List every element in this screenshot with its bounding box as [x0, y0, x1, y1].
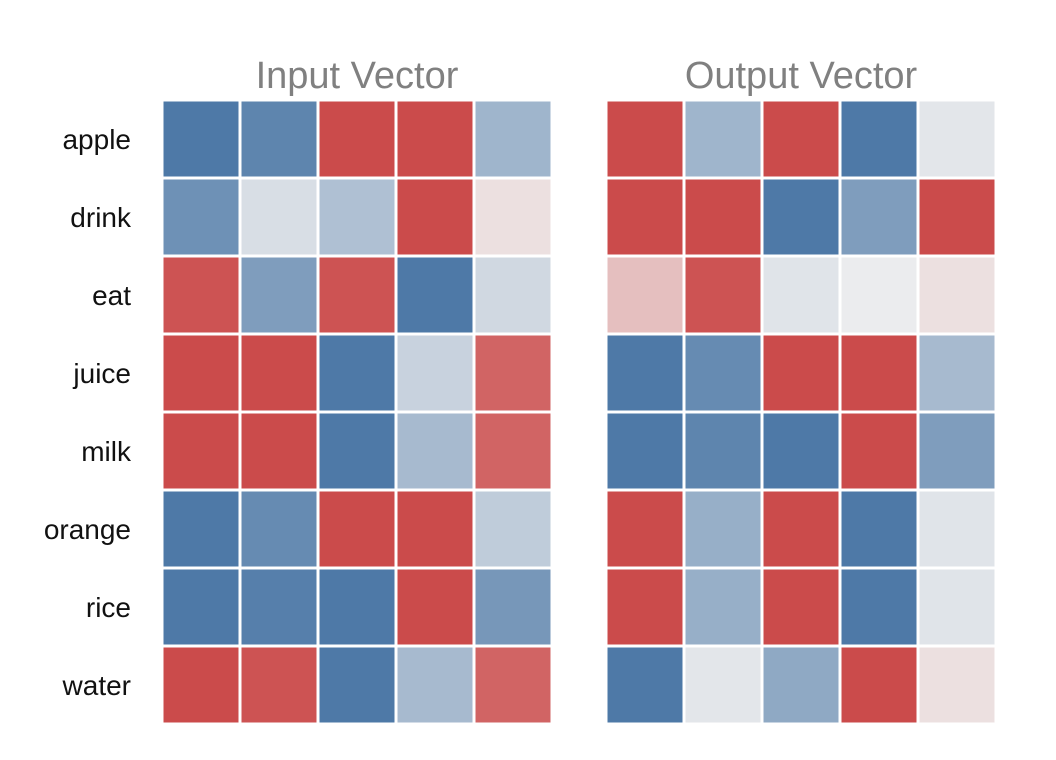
heatmap-cell-eat-1	[238, 254, 320, 336]
heatmap-cell-orange-0	[604, 488, 686, 570]
heatmap-cell-milk-2	[316, 410, 398, 492]
heatmap-cell-orange-1	[238, 488, 320, 570]
heatmap-cell-water-2	[760, 644, 842, 726]
heatmap-cell-water-3	[838, 644, 920, 726]
heatmap-cell-rice-2	[316, 566, 398, 648]
heatmap-cell-apple-1	[238, 98, 320, 180]
heatmap-cell-juice-0	[604, 332, 686, 414]
heatmap-cell-rice-4	[472, 566, 554, 648]
heatmap-cell-milk-2	[760, 410, 842, 492]
heatmap-cell-drink-3	[838, 176, 920, 258]
heatmap-cell-drink-3	[394, 176, 476, 258]
heatmap-cell-milk-4	[472, 410, 554, 492]
heatmap-cell-juice-2	[760, 332, 842, 414]
row-label-orange: orange	[44, 514, 131, 545]
heatmap-cell-drink-4	[472, 176, 554, 258]
heatmap-cell-water-1	[238, 644, 320, 726]
heatmap-cell-juice-4	[472, 332, 554, 414]
heatmap-cell-rice-3	[838, 566, 920, 648]
heatmap-cell-apple-2	[760, 98, 842, 180]
heatmap-cell-juice-2	[316, 332, 398, 414]
row-label-milk: milk	[81, 436, 132, 467]
heatmap-cell-water-0	[604, 644, 686, 726]
heatmap-cell-water-4	[916, 644, 998, 726]
heatmap-cell-drink-0	[604, 176, 686, 258]
panel-title: Input Vector	[256, 55, 459, 97]
panel-title: Output Vector	[685, 55, 918, 97]
row-label-drink: drink	[70, 202, 132, 233]
heatmap-cell-orange-4	[916, 488, 998, 570]
heatmap-cell-milk-3	[394, 410, 476, 492]
heatmap-cell-juice-1	[238, 332, 320, 414]
heatmap-cell-apple-0	[604, 98, 686, 180]
heatmap-cell-rice-1	[682, 566, 764, 648]
heatmap-cell-drink-1	[682, 176, 764, 258]
panel-0: Input Vector	[160, 55, 554, 726]
heatmap-cell-apple-2	[316, 98, 398, 180]
row-labels: apple drink eat juice milk orange rice water	[44, 124, 132, 701]
heatmap-cell-eat-2	[760, 254, 842, 336]
heatmap-cell-eat-0	[160, 254, 242, 336]
heatmap-cell-juice-3	[394, 332, 476, 414]
heatmap-cell-eat-4	[472, 254, 554, 336]
heatmap-cell-milk-1	[682, 410, 764, 492]
heatmap-cell-juice-0	[160, 332, 242, 414]
row-label-eat: eat	[92, 280, 131, 311]
heatmap-cell-orange-0	[160, 488, 242, 570]
heatmap-cell-rice-0	[604, 566, 686, 648]
heatmap-cell-eat-4	[916, 254, 998, 336]
heatmap-cell-drink-2	[760, 176, 842, 258]
heatmap-cell-rice-3	[394, 566, 476, 648]
row-label-juice: juice	[72, 358, 131, 389]
heatmap-cell-water-1	[682, 644, 764, 726]
row-label-water: water	[62, 670, 131, 701]
heatmap-cell-eat-3	[394, 254, 476, 336]
row-label-rice: rice	[86, 592, 131, 623]
heatmap-cell-eat-0	[604, 254, 686, 336]
heatmap-cell-orange-2	[760, 488, 842, 570]
heatmap-cell-eat-2	[316, 254, 398, 336]
heatmap-cell-water-2	[316, 644, 398, 726]
heatmap-cell-rice-1	[238, 566, 320, 648]
heatmap-cell-orange-3	[394, 488, 476, 570]
heatmap-cell-apple-3	[838, 98, 920, 180]
heatmap-cell-apple-4	[916, 98, 998, 180]
heatmap-cell-apple-0	[160, 98, 242, 180]
heatmap-cell-juice-4	[916, 332, 998, 414]
heatmap-cell-milk-0	[160, 410, 242, 492]
row-label-apple: apple	[62, 124, 131, 155]
heatmap-cell-orange-3	[838, 488, 920, 570]
heatmap-cell-apple-4	[472, 98, 554, 180]
heatmap-cell-orange-2	[316, 488, 398, 570]
heatmap-cell-juice-1	[682, 332, 764, 414]
heatmap-cell-drink-1	[238, 176, 320, 258]
heatmap-cell-orange-1	[682, 488, 764, 570]
heatmap-cell-apple-1	[682, 98, 764, 180]
heatmap-cell-eat-3	[838, 254, 920, 336]
heatmap-cell-apple-3	[394, 98, 476, 180]
heatmap-cell-drink-0	[160, 176, 242, 258]
heatmap-cell-water-3	[394, 644, 476, 726]
heatmap-cell-milk-4	[916, 410, 998, 492]
heatmap-cell-milk-3	[838, 410, 920, 492]
heatmap-cell-milk-0	[604, 410, 686, 492]
heatmap-cell-rice-0	[160, 566, 242, 648]
heatmap-cell-drink-2	[316, 176, 398, 258]
heatmap-cell-water-0	[160, 644, 242, 726]
heatmap-cell-rice-4	[916, 566, 998, 648]
heatmap-cell-rice-2	[760, 566, 842, 648]
heatmap-cell-drink-4	[916, 176, 998, 258]
heatmap-cell-juice-3	[838, 332, 920, 414]
heatmap-cell-milk-1	[238, 410, 320, 492]
heatmap-cell-eat-1	[682, 254, 764, 336]
heatmap-panels: Input Vector Output Vector	[160, 55, 998, 726]
panel-1: Output Vector	[604, 55, 998, 726]
heatmap-cell-orange-4	[472, 488, 554, 570]
heatmap-cell-water-4	[472, 644, 554, 726]
